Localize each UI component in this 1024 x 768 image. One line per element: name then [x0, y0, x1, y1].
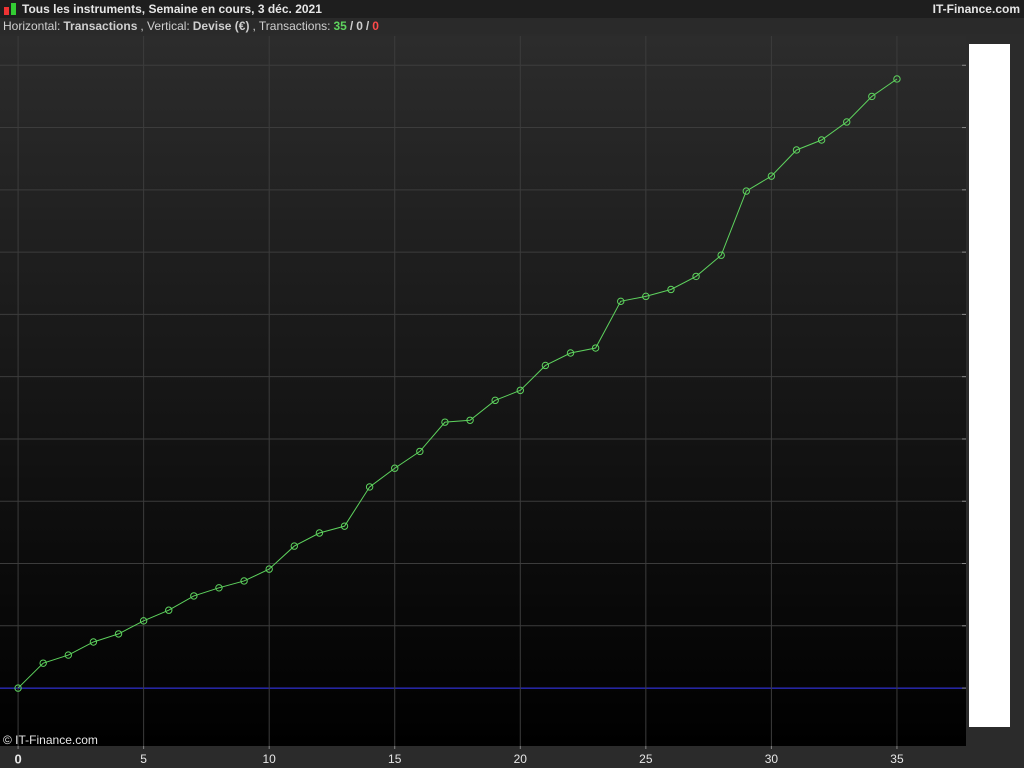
icon	[4, 3, 16, 15]
count: 0	[356, 19, 363, 33]
count: 0	[372, 19, 379, 33]
x-tick-label: 35	[890, 752, 904, 766]
info-segment: , Vertical:	[140, 19, 190, 33]
marker	[265, 565, 273, 573]
marker	[165, 606, 173, 614]
marker	[767, 172, 776, 180]
marker	[215, 584, 223, 592]
marker	[642, 292, 650, 301]
marker	[315, 529, 324, 537]
marker	[139, 617, 148, 625]
info-bar: Horizontal: Transactions, Vertical: Devise…	[0, 18, 1024, 34]
marker	[89, 638, 98, 646]
marker	[591, 344, 600, 352]
x-tick-label: 20	[514, 752, 528, 766]
marker	[692, 272, 700, 281]
line	[17, 78, 898, 689]
marker	[365, 483, 374, 491]
separator: /	[349, 19, 354, 33]
grid	[0, 36, 966, 749]
info-segment: Devise (€)	[192, 19, 250, 33]
marker	[64, 651, 73, 659]
marker	[190, 592, 198, 600]
separator: /	[365, 19, 370, 33]
x-tick-label: 25	[639, 752, 653, 766]
marker	[893, 75, 901, 83]
title: Tous les instruments, Semaine en cours, …	[22, 2, 322, 16]
marker	[491, 396, 499, 405]
marker	[14, 684, 22, 692]
title-bar: Tous les instruments, Semaine en cours, …	[0, 0, 1024, 18]
marker	[290, 542, 298, 550]
marker	[240, 577, 248, 585]
marker	[466, 416, 474, 424]
marker	[868, 92, 876, 101]
site: IT-Finance.com	[932, 2, 1020, 16]
x-tick-label: 0	[14, 751, 21, 766]
marker	[817, 136, 826, 144]
watermark: © IT-Finance.com	[3, 733, 98, 747]
info-segment: Transactions	[63, 19, 138, 33]
side-panel	[969, 44, 1010, 727]
marker	[541, 361, 550, 370]
marker	[717, 251, 725, 259]
marker	[416, 447, 424, 456]
marker	[441, 418, 449, 426]
x-tick-label: 10	[263, 752, 277, 766]
info-segment: , Transactions:	[252, 19, 331, 33]
info-segment: Horizontal:	[3, 19, 61, 33]
marker	[340, 522, 349, 530]
x-tick-label: 5	[140, 752, 147, 766]
count: 35	[333, 19, 347, 33]
marker	[391, 464, 399, 472]
x-tick-label: 15	[388, 752, 402, 766]
marker	[843, 118, 851, 126]
marker	[566, 349, 575, 357]
plot-area	[0, 36, 966, 746]
marker	[667, 285, 675, 294]
x-tick-label: 30	[765, 752, 779, 766]
marker	[792, 146, 801, 154]
marker	[516, 386, 524, 395]
marker	[742, 187, 750, 195]
marker	[617, 297, 625, 306]
marker	[39, 659, 47, 667]
marker	[114, 630, 123, 638]
